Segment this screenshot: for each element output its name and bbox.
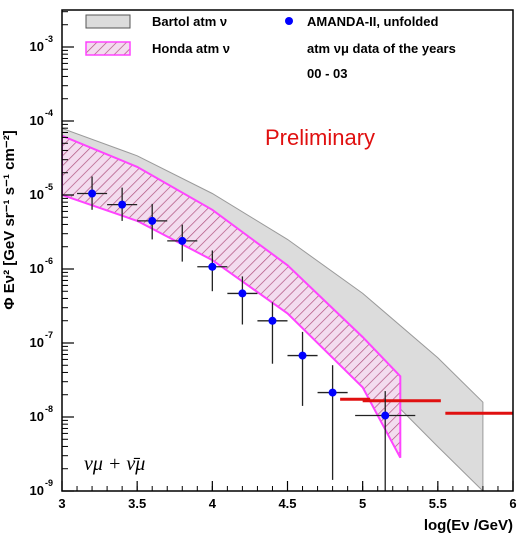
y-tick-label-base: 10 [30, 113, 44, 128]
data-marker [381, 411, 390, 420]
y-tick-label-exponent: -9 [45, 478, 53, 488]
y-tick-label-base: 10 [30, 483, 44, 498]
data-marker [298, 351, 307, 360]
data-marker [88, 189, 97, 198]
data-point-7 [257, 302, 288, 364]
data-point-9 [317, 365, 348, 480]
legend-bartol-swatch [85, 14, 131, 29]
x-tick-label: 3 [58, 496, 65, 511]
y-tick-label-base: 10 [30, 39, 44, 54]
y-axis-title: Φ Eν² [GeV sr⁻¹ s⁻¹ cm⁻²] [1, 130, 18, 309]
y-tick-label-base: 10 [30, 409, 44, 424]
x-axis: 3 3.5 4 4.5 5 5.5 6 [58, 481, 517, 511]
legend-honda-swatch [85, 41, 131, 56]
data-point-5 [197, 250, 228, 292]
data-marker [328, 388, 337, 397]
data-marker [118, 200, 127, 209]
legend-amanda-label: AMANDA-II, unfolded [307, 14, 438, 29]
y-tick-label-exponent: -3 [45, 34, 53, 44]
preliminary-annotation: Preliminary [265, 125, 375, 150]
data-marker [178, 236, 187, 245]
data-marker [148, 216, 157, 225]
data-point-8 [287, 331, 318, 406]
y-tick-label-exponent: -5 [45, 182, 53, 192]
data-point-2 [107, 187, 138, 221]
y-tick-label-exponent: -4 [45, 108, 53, 118]
data-point-10 [355, 391, 416, 491]
limits-layer [340, 397, 513, 415]
x-tick-label: 4.5 [278, 496, 296, 511]
legend-amanda-label-line3: 00 - 03 [307, 66, 347, 81]
legend-honda-label: Honda atm ν [152, 41, 230, 56]
y-axis: 10-310-410-510-610-710-810-9 [30, 11, 74, 498]
x-tick-label: 3.5 [128, 496, 146, 511]
y-tick-label-exponent: -6 [45, 256, 53, 266]
data-marker [268, 316, 277, 325]
y-tick-label-base: 10 [30, 335, 44, 350]
legend-bartol-label: Bartol atm ν [152, 14, 227, 29]
legend: Bartol atm ν Honda atm ν AMANDA-II, unfo… [85, 14, 456, 81]
y-tick-label-base: 10 [30, 187, 44, 202]
data-marker [208, 262, 217, 271]
y-tick-label-exponent: -8 [45, 404, 53, 414]
data-point-4 [167, 224, 198, 262]
y-tick-label-exponent: -7 [45, 330, 53, 340]
data-marker [238, 289, 247, 298]
data-point-3 [137, 203, 168, 240]
x-tick-label: 4 [209, 496, 217, 511]
x-tick-label: 5 [359, 496, 366, 511]
x-tick-label: 6 [509, 496, 516, 511]
points-layer [77, 176, 416, 491]
x-axis-title: log(Eν /GeV) [424, 517, 513, 534]
data-point-6 [227, 276, 258, 325]
formula-annotation: νμ + ν̄μ [84, 453, 145, 475]
legend-amanda-marker [285, 17, 293, 25]
y-tick-label-base: 10 [30, 261, 44, 276]
legend-amanda-label-line2: atm νμ data of the years [307, 41, 456, 56]
x-tick-label: 5.5 [429, 496, 447, 511]
data-point-1 [77, 176, 108, 210]
